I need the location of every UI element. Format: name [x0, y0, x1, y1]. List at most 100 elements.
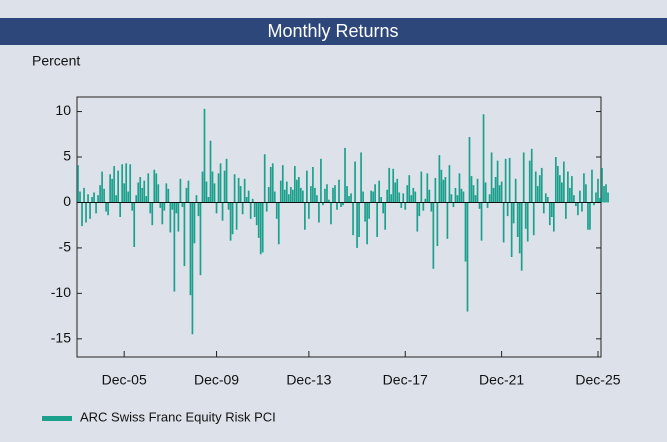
bar: [382, 202, 385, 214]
bar: [199, 202, 202, 276]
bar: [326, 184, 328, 203]
bar: [93, 192, 95, 203]
bar: [520, 202, 523, 271]
bar: [518, 202, 521, 254]
bar: [470, 176, 473, 203]
bar: [237, 177, 240, 203]
bar: [418, 202, 421, 217]
x-tick-label: Dec-17: [383, 372, 428, 388]
bar: [452, 202, 455, 207]
bar: [581, 202, 583, 212]
bar: [219, 163, 222, 203]
bar: [577, 202, 579, 216]
bar: [197, 202, 200, 217]
bar: [245, 197, 248, 203]
bar: [179, 178, 182, 203]
bar: [279, 180, 282, 203]
bar: [159, 202, 162, 208]
bar: [376, 202, 378, 237]
bar: [474, 195, 477, 203]
bar: [432, 202, 435, 269]
bar: [464, 202, 467, 262]
bar: [263, 154, 266, 203]
bar: [243, 178, 246, 203]
bar: [390, 194, 393, 203]
bar: [575, 202, 577, 207]
header-bar: [0, 18, 667, 45]
bar: [287, 194, 290, 203]
bar: [532, 202, 535, 236]
bar: [526, 202, 529, 242]
bar: [356, 202, 358, 248]
y-tick-label: 0: [63, 193, 71, 209]
bar: [273, 191, 276, 203]
bar: [426, 173, 429, 203]
y-tick-label: -5: [59, 239, 72, 255]
bar: [193, 202, 196, 244]
bar: [209, 140, 212, 203]
bar: [492, 187, 495, 203]
bar: [322, 202, 324, 206]
bar: [324, 188, 326, 203]
bar: [87, 194, 89, 203]
bar: [494, 177, 497, 203]
bar: [145, 196, 148, 203]
bar: [310, 186, 312, 203]
bar: [175, 202, 178, 214]
bar: [364, 202, 366, 222]
bar: [225, 158, 228, 203]
bar: [510, 202, 513, 257]
x-tick-label: Dec-25: [575, 372, 620, 388]
bar: [496, 160, 499, 203]
bar: [456, 195, 459, 203]
bar: [514, 178, 517, 203]
bar: [344, 147, 346, 203]
bar: [538, 175, 541, 203]
bar: [440, 169, 443, 203]
bar: [191, 202, 194, 335]
bar: [410, 195, 413, 203]
bar: [99, 185, 101, 203]
bar: [131, 202, 134, 211]
bar: [552, 202, 555, 232]
bar: [115, 195, 117, 203]
bar: [482, 114, 485, 203]
bar: [500, 181, 503, 203]
y-tick-label: 5: [63, 148, 71, 164]
bar: [147, 173, 150, 203]
bar: [111, 178, 113, 203]
bar: [149, 202, 152, 214]
bar: [368, 202, 370, 219]
bar: [542, 202, 545, 214]
bar: [558, 175, 561, 203]
bar: [506, 202, 509, 217]
bar: [308, 202, 310, 219]
bar: [123, 183, 126, 203]
bar: [285, 181, 288, 203]
bar: [167, 188, 170, 203]
bar: [113, 166, 115, 203]
bar: [223, 170, 226, 203]
bar: [416, 202, 419, 232]
bar: [567, 171, 569, 203]
bar: [392, 168, 395, 203]
bar: [233, 174, 236, 203]
bar: [524, 202, 527, 229]
bar: [502, 202, 505, 243]
bar: [330, 202, 332, 225]
bar: [207, 197, 210, 203]
bar: [340, 202, 342, 207]
bar: [565, 202, 567, 219]
bar: [346, 186, 348, 203]
bar: [215, 202, 218, 214]
bar: [143, 180, 146, 203]
bar: [289, 187, 292, 203]
bar: [579, 190, 581, 203]
bar: [153, 169, 156, 203]
bar: [203, 108, 206, 203]
bar: [563, 161, 565, 203]
bar: [261, 202, 264, 253]
